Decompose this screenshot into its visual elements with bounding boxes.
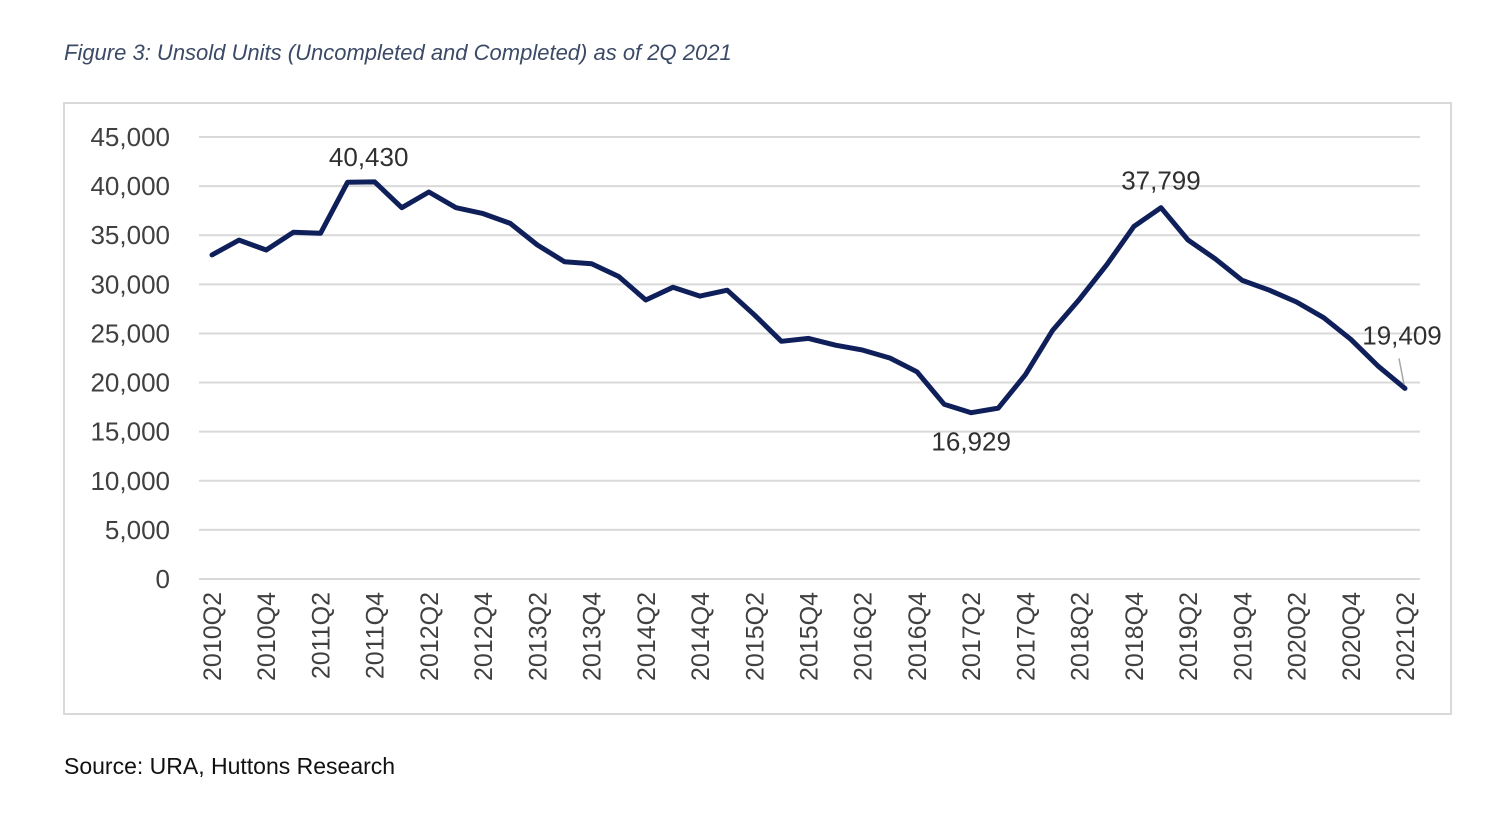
data-point xyxy=(481,211,486,216)
data-point xyxy=(1213,256,1218,261)
data-point xyxy=(454,205,459,210)
data-point xyxy=(264,247,269,252)
data-point xyxy=(318,231,323,236)
chart-frame: 0 5,000 10,000 15,000 20,000 25,000 30,000 35,0… xyxy=(63,102,1452,715)
data-point xyxy=(508,221,513,226)
data-point xyxy=(1023,372,1028,377)
x-tick-label: 2011Q4 xyxy=(362,592,390,679)
data-point xyxy=(1131,224,1136,229)
x-tick-label: 2016Q2 xyxy=(850,592,878,681)
data-point xyxy=(210,252,215,257)
data-point xyxy=(562,259,567,264)
y-tick-label: 15,000 xyxy=(90,417,170,447)
x-tick-label: 2010Q2 xyxy=(199,592,227,681)
y-tick-label: 0 xyxy=(156,564,170,594)
data-point xyxy=(860,348,865,353)
data-point xyxy=(670,285,675,290)
x-tick-label: 2016Q4 xyxy=(904,592,932,681)
data-point xyxy=(996,406,1001,411)
data-label: 40,430 xyxy=(329,142,409,172)
data-point xyxy=(1321,315,1326,320)
x-tick-label: 2014Q4 xyxy=(687,592,715,681)
x-tick-label: 2020Q2 xyxy=(1284,592,1312,681)
data-point xyxy=(589,261,594,266)
data-point xyxy=(698,294,703,299)
data-point xyxy=(1267,288,1272,293)
y-tick-label: 45,000 xyxy=(90,122,170,152)
data-label: 19,409 xyxy=(1362,320,1442,350)
data-point xyxy=(237,238,242,243)
y-tick-label: 35,000 xyxy=(90,220,170,250)
x-tick-label: 2019Q2 xyxy=(1175,592,1203,681)
data-point xyxy=(1158,205,1163,210)
y-tick-label: 20,000 xyxy=(90,368,170,398)
data-label: 37,799 xyxy=(1121,166,1201,196)
x-tick-label: 2021Q2 xyxy=(1392,592,1420,681)
y-tick-label: 30,000 xyxy=(90,269,170,299)
line-chart: 0 5,000 10,000 15,000 20,000 25,000 30,000 35,0… xyxy=(90,122,1442,681)
x-tick-label: 2015Q2 xyxy=(741,592,769,681)
data-point xyxy=(643,298,648,303)
data-point xyxy=(1104,262,1109,267)
data-point xyxy=(399,205,404,210)
figure-title: Figure 3: Unsold Units (Uncompleted and … xyxy=(64,40,732,65)
data-point xyxy=(372,179,377,184)
data-point xyxy=(535,243,540,248)
y-tick-label: 10,000 xyxy=(90,466,170,496)
x-tick-label: 2014Q2 xyxy=(633,592,661,681)
x-tick-label: 2013Q2 xyxy=(524,592,552,681)
y-tick-label: 5,000 xyxy=(105,515,170,545)
x-tick-label: 2010Q4 xyxy=(253,592,281,681)
data-point xyxy=(345,180,350,185)
x-tick-label: 2012Q2 xyxy=(416,592,444,681)
data-point xyxy=(914,369,919,374)
series-line xyxy=(209,179,1408,416)
data-point xyxy=(752,312,757,317)
annotation-leader xyxy=(1398,358,1405,385)
data-point xyxy=(1403,386,1408,391)
data-point xyxy=(291,230,296,235)
data-point xyxy=(942,402,947,407)
x-tick-label: 2015Q4 xyxy=(796,592,824,681)
x-tick-label: 2013Q4 xyxy=(579,592,607,681)
data-label: 16,929 xyxy=(931,427,1011,457)
x-tick-label: 2020Q4 xyxy=(1338,592,1366,681)
y-tick-label: 25,000 xyxy=(90,318,170,348)
x-tick-label: 2017Q4 xyxy=(1012,592,1040,681)
data-point xyxy=(833,343,838,348)
x-tick-label: 2018Q4 xyxy=(1121,592,1149,681)
source-note: Source: URA, Huttons Research xyxy=(64,753,396,779)
data-point xyxy=(1348,337,1353,342)
data-point xyxy=(887,356,892,361)
data-point xyxy=(806,336,811,341)
data-point xyxy=(1050,328,1055,333)
x-tick-label: 2019Q4 xyxy=(1229,592,1257,681)
x-tick-label: 2011Q2 xyxy=(307,592,335,679)
x-tick-label: 2017Q2 xyxy=(958,592,986,681)
x-tick-label: 2012Q4 xyxy=(470,592,498,681)
x-tick-label: 2018Q2 xyxy=(1067,592,1095,681)
data-point xyxy=(779,339,784,344)
data-point xyxy=(1077,297,1082,302)
data-point xyxy=(1294,300,1299,305)
data-point xyxy=(1186,238,1191,243)
data-point xyxy=(1375,363,1380,368)
y-tick-label: 40,000 xyxy=(90,171,170,201)
data-point xyxy=(616,274,621,279)
data-point xyxy=(969,410,974,415)
data-point xyxy=(725,288,730,293)
data-point xyxy=(1240,278,1245,283)
data-point xyxy=(426,190,431,195)
